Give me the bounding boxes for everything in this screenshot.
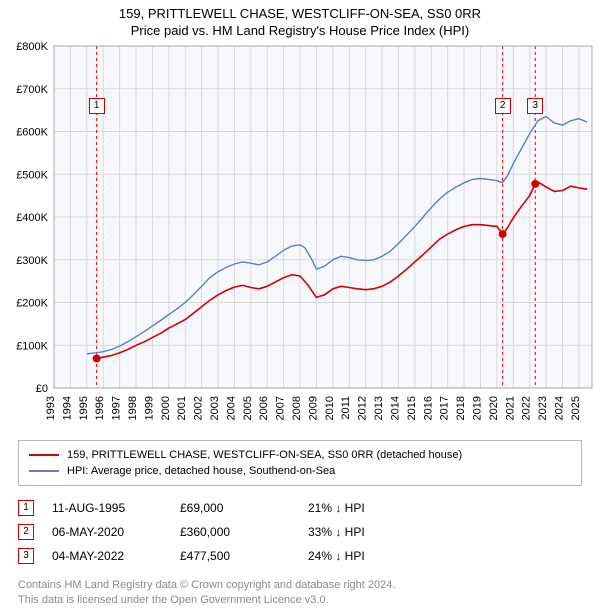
event-price: £360,000	[180, 525, 290, 539]
svg-text:1998: 1998	[127, 396, 139, 420]
svg-text:2011: 2011	[340, 396, 352, 420]
svg-text:2007: 2007	[275, 396, 287, 420]
svg-text:1994: 1994	[61, 396, 73, 420]
legend-swatch	[29, 454, 59, 456]
svg-text:1999: 1999	[143, 396, 155, 420]
svg-text:£700K: £700K	[16, 84, 48, 96]
legend: 159, PRITTLEWELL CHASE, WESTCLIFF-ON-SEA…	[18, 440, 582, 486]
svg-text:1993: 1993	[45, 396, 57, 420]
chart-titles: 159, PRITTLEWELL CHASE, WESTCLIFF-ON-SEA…	[0, 0, 600, 40]
svg-text:1995: 1995	[78, 396, 90, 420]
svg-text:2000: 2000	[160, 396, 172, 420]
legend-label: 159, PRITTLEWELL CHASE, WESTCLIFF-ON-SEA…	[67, 449, 462, 461]
legend-swatch	[29, 470, 59, 472]
svg-text:1996: 1996	[94, 396, 106, 420]
event-marker: 2	[18, 524, 34, 540]
svg-text:2017: 2017	[439, 396, 451, 420]
svg-text:£800K: £800K	[16, 41, 48, 53]
svg-text:2013: 2013	[373, 396, 385, 420]
event-date: 04-MAY-2022	[52, 549, 162, 563]
legend-label: HPI: Average price, detached house, Sout…	[67, 465, 335, 477]
svg-text:2018: 2018	[455, 396, 467, 420]
svg-text:2006: 2006	[258, 396, 270, 420]
event-marker: 3	[18, 548, 34, 564]
below-chart: 159, PRITTLEWELL CHASE, WESTCLIFF-ON-SEA…	[0, 432, 600, 608]
svg-text:2004: 2004	[225, 396, 237, 420]
svg-text:2014: 2014	[389, 396, 401, 420]
svg-text:£0: £0	[36, 383, 48, 395]
event-price: £477,500	[180, 549, 290, 563]
chart-marker: 3	[527, 98, 543, 114]
page: 159, PRITTLEWELL CHASE, WESTCLIFF-ON-SEA…	[0, 0, 600, 590]
svg-text:1997: 1997	[111, 396, 123, 420]
svg-text:£600K: £600K	[16, 127, 48, 139]
svg-text:£200K: £200K	[16, 298, 48, 310]
svg-text:2021: 2021	[504, 396, 516, 420]
event-date: 11-AUG-1995	[52, 501, 162, 515]
title-line-2: Price paid vs. HM Land Registry's House …	[4, 23, 596, 38]
event-row: 3 04-MAY-2022 £477,500 24% ↓ HPI	[18, 544, 582, 568]
svg-text:2023: 2023	[537, 396, 549, 420]
svg-text:2015: 2015	[406, 396, 418, 420]
title-line-1: 159, PRITTLEWELL CHASE, WESTCLIFF-ON-SEA…	[4, 6, 596, 21]
event-price: £69,000	[180, 501, 290, 515]
event-delta: 33% ↓ HPI	[308, 525, 365, 539]
svg-text:2020: 2020	[488, 396, 500, 420]
svg-text:2012: 2012	[357, 396, 369, 420]
svg-text:2016: 2016	[422, 396, 434, 420]
svg-text:2002: 2002	[193, 396, 205, 420]
svg-text:2003: 2003	[209, 396, 221, 420]
svg-text:2008: 2008	[291, 396, 303, 420]
svg-text:2019: 2019	[471, 396, 483, 420]
legend-item: 159, PRITTLEWELL CHASE, WESTCLIFF-ON-SEA…	[29, 447, 571, 463]
event-row: 1 11-AUG-1995 £69,000 21% ↓ HPI	[18, 496, 582, 520]
chart-area: £0 £100K £200K £300K £400K £500K £600K £700K £80…	[0, 40, 600, 432]
attribution-line: This data is licensed under the Open Gov…	[18, 593, 582, 608]
event-date: 06-MAY-2020	[52, 525, 162, 539]
attribution-line: Contains HM Land Registry data © Crown c…	[18, 578, 582, 593]
svg-text:2025: 2025	[570, 396, 582, 420]
chart-marker: 2	[495, 98, 511, 114]
chart-marker: 1	[89, 98, 105, 114]
svg-text:2005: 2005	[242, 396, 254, 420]
svg-text:£100K: £100K	[16, 340, 48, 352]
svg-text:£400K: £400K	[16, 212, 48, 224]
svg-text:£500K: £500K	[16, 169, 48, 181]
event-row: 2 06-MAY-2020 £360,000 33% ↓ HPI	[18, 520, 582, 544]
event-marker: 1	[18, 500, 34, 516]
event-delta: 24% ↓ HPI	[308, 549, 365, 563]
event-delta: 21% ↓ HPI	[308, 501, 365, 515]
svg-text:2001: 2001	[176, 396, 188, 420]
svg-text:2009: 2009	[307, 396, 319, 420]
events-table: 1 11-AUG-1995 £69,000 21% ↓ HPI 2 06-MAY…	[18, 496, 582, 568]
legend-item: HPI: Average price, detached house, Sout…	[29, 463, 571, 479]
svg-text:2022: 2022	[521, 396, 533, 420]
attribution: Contains HM Land Registry data © Crown c…	[18, 578, 582, 608]
svg-text:2010: 2010	[324, 396, 336, 420]
svg-text:2024: 2024	[553, 396, 565, 420]
svg-text:£300K: £300K	[16, 255, 48, 267]
